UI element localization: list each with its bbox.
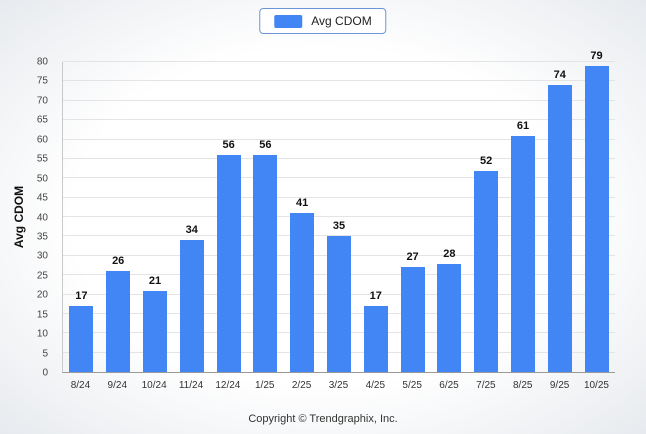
- bar-value-label: 17: [369, 290, 382, 303]
- y-tick-label: 70: [36, 95, 48, 107]
- bar-value-label: 61: [516, 119, 530, 132]
- bar-group: 17: [63, 62, 100, 372]
- gridline: [63, 216, 615, 217]
- y-axis-ticks: 0 5 10 15 20 25 30 35 40 45 50 55 60 65 70 75 80: [0, 57, 56, 379]
- bar-value-label: 56: [222, 139, 235, 151]
- x-tick-label: 10/25: [583, 380, 609, 391]
- bar: [216, 155, 241, 372]
- bar-group: 56: [210, 62, 247, 372]
- gridline: [63, 138, 615, 140]
- y-tick-label: 75: [36, 75, 48, 87]
- bar-value-label: 74: [553, 69, 566, 82]
- bar: [179, 240, 204, 372]
- x-tick-label: 8/24: [70, 380, 91, 391]
- bars-layer: 17 26 21 34 56 56 41 35 17 27 28 52 61 74 79: [63, 50, 615, 372]
- bar-value-label: 27: [406, 251, 419, 264]
- y-tick-label: 60: [36, 134, 48, 146]
- bar-value-label: 56: [259, 139, 272, 151]
- gridline: [63, 80, 615, 82]
- bar-group: 52: [468, 62, 505, 372]
- bar: [510, 135, 535, 372]
- x-tick-label: 2/25: [291, 380, 312, 391]
- gridline: [63, 99, 615, 101]
- bar: [400, 267, 425, 372]
- bars-container: 17 26 21 34 56 56 41 35 17 27 28 52 61 74 79: [63, 50, 615, 372]
- x-tick-label: 12/24: [215, 380, 241, 391]
- x-tick-label: 10/24: [141, 380, 167, 391]
- y-tick-label: 55: [36, 153, 48, 165]
- y-tick-label: 5: [42, 348, 48, 360]
- bar-value-label: 41: [296, 197, 309, 210]
- bar-value-label: 34: [185, 224, 198, 237]
- bar: [584, 65, 609, 372]
- y-tick-label: 35: [36, 231, 48, 243]
- bar: [363, 306, 388, 372]
- legend: Avg CDOM: [259, 8, 387, 34]
- x-tick-label: 7/25: [476, 380, 496, 391]
- y-tick-label: 45: [36, 192, 48, 204]
- y-tick-label: 0: [42, 367, 48, 379]
- x-tick-label: 5/25: [402, 380, 422, 391]
- bar-value-label: 79: [590, 49, 603, 62]
- bar: [253, 155, 278, 372]
- x-tick-label: 4/25: [365, 380, 386, 391]
- bar-group: 74: [541, 62, 578, 372]
- y-tick-label: 10: [36, 328, 48, 340]
- gridline: [63, 177, 615, 179]
- bar-value-label: 21: [148, 274, 162, 287]
- y-tick-label: 30: [36, 250, 48, 262]
- y-tick-label: 80: [36, 56, 48, 68]
- bar-group: 34: [173, 62, 210, 372]
- gridline: [63, 157, 615, 159]
- x-tick-label: 3/25: [328, 380, 349, 391]
- bar: [474, 170, 499, 372]
- bar-group: 61: [505, 62, 542, 372]
- y-tick-label: 15: [36, 309, 48, 321]
- bar: [69, 306, 94, 372]
- bar-value-label: 17: [75, 290, 88, 303]
- x-axis-ticks: 8/24 9/24 10/24 11/24 12/24 1/25 2/25 3/25 4/25 5…: [62, 374, 615, 391]
- bar-group: 79: [578, 50, 615, 372]
- legend-label: Avg CDOM: [311, 14, 372, 28]
- legend-swatch-icon: [274, 14, 303, 28]
- y-tick-label: 25: [36, 270, 48, 282]
- plot-area: 17 26 21 34 56 56 41 35 17 27 28 52 61 74 79: [62, 50, 615, 373]
- bar-group: 26: [100, 62, 137, 372]
- gridline: [63, 61, 615, 62]
- bar-group: 35: [321, 62, 358, 372]
- gridline: [63, 196, 615, 198]
- x-tick-label: 8/25: [513, 380, 533, 391]
- x-tick-label: 6/25: [439, 380, 459, 391]
- gridline: [63, 235, 615, 237]
- x-tick-label: 11/24: [178, 380, 204, 391]
- y-tick-label: 20: [36, 289, 48, 301]
- bar-group: 17: [357, 62, 394, 372]
- x-tick-label: 1/25: [254, 380, 275, 391]
- bar: [547, 85, 572, 372]
- bar: [437, 263, 462, 372]
- bar-group: 21: [137, 62, 174, 372]
- copyright-footer: Copyright © Trendgraphix, Inc.: [248, 413, 398, 425]
- bar-group: 56: [247, 62, 284, 372]
- y-tick-label: 65: [36, 114, 48, 126]
- bar-group: 41: [284, 62, 321, 372]
- bar-value-label: 52: [480, 154, 493, 167]
- gridline: [63, 119, 615, 121]
- bar-value-label: 28: [443, 247, 456, 260]
- y-tick-label: 40: [36, 212, 48, 223]
- bar-group: 27: [394, 62, 431, 372]
- bar-group: 28: [431, 62, 468, 372]
- bar-value-label: 26: [112, 255, 125, 268]
- bar: [290, 213, 315, 372]
- bar: [106, 271, 131, 372]
- bar: [326, 236, 351, 372]
- bar: [142, 290, 167, 372]
- bar-value-label: 35: [332, 220, 346, 233]
- x-tick-label: 9/24: [107, 380, 128, 391]
- x-tick-label: 9/25: [549, 380, 570, 391]
- y-tick-label: 50: [36, 173, 48, 185]
